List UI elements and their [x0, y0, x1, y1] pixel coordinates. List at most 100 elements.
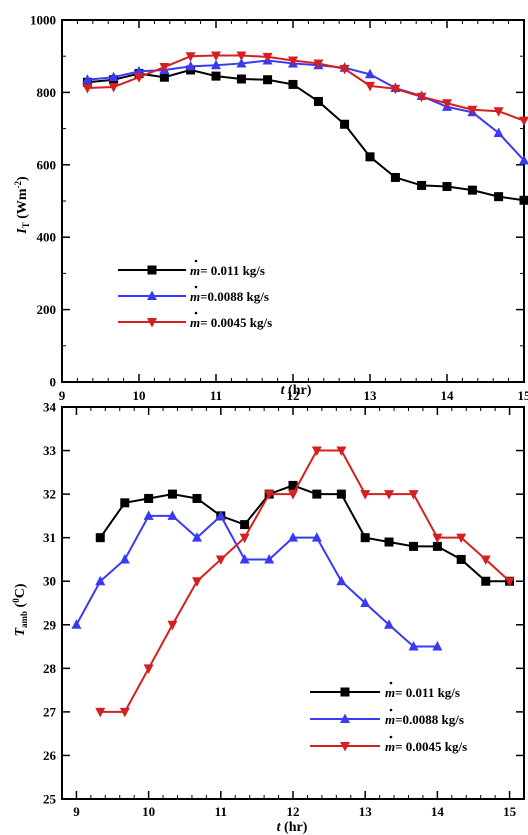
mdot-dot — [194, 311, 198, 315]
data-point-1 — [519, 154, 528, 165]
data-point-1 — [211, 59, 221, 70]
data-point-2 — [339, 64, 350, 75]
legend-label-1: m=0.0088 kg/s — [385, 712, 464, 727]
data-point-0 — [236, 74, 246, 84]
y-tick-label: 34 — [43, 400, 57, 415]
data-point-1 — [119, 553, 130, 564]
data-point-2 — [416, 92, 427, 103]
legend-marker-1 — [147, 290, 157, 300]
data-point-1 — [185, 60, 196, 71]
legend-bottom: m= 0.011 kg/s m=0.0088 kg/s m= 0.0045 kg/s — [310, 681, 467, 754]
y-tick-label: 200 — [37, 302, 57, 317]
data-point-2 — [432, 533, 443, 544]
data-point-0 — [340, 119, 350, 129]
data-point-2 — [108, 82, 119, 93]
data-point-0 — [120, 498, 130, 508]
data-point-2 — [191, 577, 202, 587]
data-point-0 — [365, 152, 375, 162]
data-point-0 — [442, 182, 452, 192]
y-tick-label: 400 — [37, 230, 57, 245]
data-point-2 — [360, 490, 371, 500]
data-point-0 — [432, 541, 442, 551]
data-point-0 — [240, 520, 250, 530]
data-point-2 — [480, 555, 491, 565]
data-point-2 — [159, 63, 170, 73]
x-axis-label-bottom: t (hr) — [277, 820, 308, 835]
data-point-1 — [236, 57, 247, 68]
data-point-2 — [134, 73, 144, 83]
data-point-1 — [71, 619, 82, 629]
x-tick-label: 13 — [364, 388, 378, 403]
x-tick-label: 11 — [215, 804, 227, 819]
data-point-1 — [264, 553, 275, 564]
legend-label-0: m= 0.011 kg/s — [190, 263, 265, 278]
x-tick-label: 10 — [142, 804, 155, 819]
data-point-1 — [239, 553, 250, 564]
data-point-2 — [236, 51, 247, 61]
data-point-2 — [288, 490, 298, 500]
data-point-0 — [390, 172, 400, 182]
mdot-dot — [389, 681, 393, 685]
data-point-1 — [493, 127, 504, 137]
y-tick-label: 25 — [43, 792, 57, 807]
data-point-1 — [108, 71, 119, 82]
y-tick-label: 1000 — [30, 13, 56, 28]
y-tick-label: 800 — [37, 85, 57, 100]
data-point-2 — [456, 533, 467, 544]
x-tick-label: 14 — [441, 388, 455, 403]
data-point-2 — [313, 59, 324, 69]
y-tick-label: 0 — [50, 375, 57, 390]
y-tick-label: 28 — [43, 661, 57, 676]
x-tick-label: 10 — [133, 388, 146, 403]
data-point-2 — [408, 490, 419, 500]
legend-marker-0 — [340, 687, 350, 697]
data-point-0 — [288, 79, 298, 89]
legend-marker-2 — [147, 318, 157, 328]
legend-marker-0 — [147, 265, 157, 275]
x-axis-label-top: t (hr) — [281, 383, 312, 398]
series-line-1 — [87, 59, 525, 162]
data-point-2 — [264, 490, 275, 500]
data-point-2 — [95, 707, 106, 718]
data-point-2 — [215, 555, 226, 565]
data-point-0 — [313, 96, 323, 106]
data-point-0 — [192, 493, 202, 503]
data-point-0 — [417, 180, 427, 190]
data-point-0 — [384, 537, 394, 547]
data-point-0 — [211, 71, 221, 81]
y-tick-label: 26 — [43, 748, 57, 763]
data-point-2 — [467, 105, 478, 116]
legend-label-2: m= 0.0045 kg/s — [385, 739, 467, 754]
legend-label-1: m=0.0088 kg/s — [190, 289, 269, 304]
series-line-2 — [87, 54, 525, 122]
data-point-0 — [159, 72, 169, 82]
data-point-2 — [384, 490, 395, 500]
data-point-2 — [143, 664, 154, 674]
data-point-1 — [365, 68, 375, 79]
data-point-0 — [494, 192, 504, 202]
x-tick-label: 15 — [518, 388, 528, 403]
data-point-1 — [384, 619, 395, 629]
data-point-2 — [311, 446, 322, 457]
legend-marker-1 — [340, 713, 350, 723]
x-tick-label: 12 — [287, 388, 300, 403]
data-point-2 — [442, 99, 452, 109]
data-point-1 — [311, 532, 322, 542]
data-point-2 — [365, 81, 375, 92]
y-tick-label: 31 — [43, 530, 56, 545]
data-point-0 — [288, 480, 298, 490]
legend-top: m= 0.011 kg/s m=0.0088 kg/s m= 0.0045 kg/s — [118, 259, 272, 330]
data-point-0 — [409, 541, 419, 551]
data-point-0 — [95, 533, 105, 543]
data-point-2 — [336, 446, 347, 457]
data-point-1 — [336, 575, 347, 586]
y-tick-label: 30 — [43, 574, 56, 589]
data-point-1 — [432, 641, 443, 651]
data-point-1 — [215, 510, 226, 520]
x-tick-label: 15 — [503, 804, 517, 819]
data-point-2 — [167, 620, 178, 631]
y-tick-label: 32 — [43, 487, 56, 502]
data-point-0 — [519, 195, 528, 205]
chart-irradiance: 9 10 11 12 13 14 15 0 200 400 600 800 1000 t (hr) I… — [13, 13, 528, 403]
